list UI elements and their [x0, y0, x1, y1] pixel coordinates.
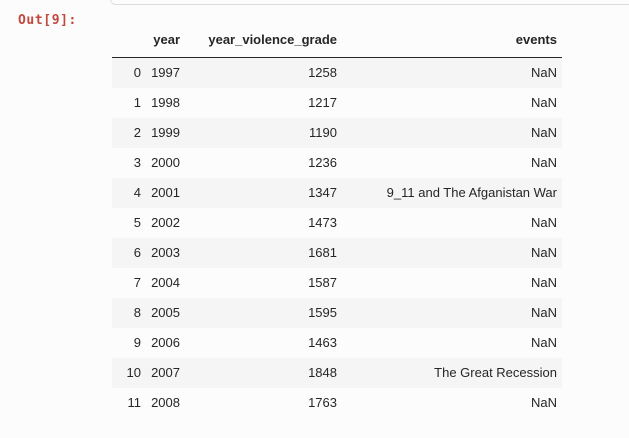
year-violence-grade-cell: 1236: [308, 155, 337, 170]
events-column-header: events: [337, 29, 562, 58]
events-cell: NaN: [530, 245, 557, 260]
year-cell: 2001: [151, 185, 180, 200]
table-row: 6 2003 1681 NaN: [112, 238, 562, 268]
row-index-cell: 11: [127, 395, 142, 410]
table-row: 5 2002 1473 NaN: [112, 208, 562, 238]
dataframe-table: year year_violence_grade events 0 1997 125…: [112, 29, 562, 418]
year-cell: 2003: [151, 245, 180, 260]
year-cell: 2008: [151, 395, 180, 410]
year-violence-grade-cell: 1347: [308, 185, 337, 200]
year-violence-grade-cell: 1258: [308, 65, 337, 80]
table-row: 7 2004 1587 NaN: [112, 268, 562, 298]
row-index-cell: 8: [133, 305, 141, 320]
events-cell: NaN: [530, 275, 557, 290]
year-cell: 1998: [151, 95, 180, 110]
input-cell-bottom-border: [110, 0, 629, 5]
year-cell: 2007: [151, 365, 180, 380]
year-column-header: year: [141, 29, 180, 58]
events-cell: NaN: [530, 65, 557, 80]
year-cell: 2000: [151, 155, 180, 170]
events-cell: NaN: [530, 155, 557, 170]
year-violence-grade-cell: 1763: [308, 395, 337, 410]
events-cell: NaN: [530, 125, 557, 140]
row-index-cell: 10: [126, 365, 141, 380]
year-violence-grade-cell: 1681: [308, 245, 337, 260]
year-violence-grade-cell: 1587: [308, 275, 337, 290]
table-row: 2 1999 1190 NaN: [112, 118, 562, 148]
year-cell: 2002: [151, 215, 180, 230]
table-row: 11 2008 1763 NaN: [112, 388, 562, 418]
events-cell: NaN: [530, 305, 557, 320]
header-row: year year_violence_grade events: [112, 29, 562, 58]
row-index-cell: 3: [133, 155, 141, 170]
table-body: 0 1997 1258 NaN 1 1998 1217 NaN 2 1999 1190 NaN 3 200…: [112, 57, 562, 419]
year-violence-grade-column-header: year_violence_grade: [180, 29, 337, 58]
table-row: 4 2001 1347 9_11 and The Afganistan War: [112, 178, 562, 208]
year-violence-grade-cell: 1190: [309, 125, 337, 140]
row-index-cell: 4: [133, 185, 141, 200]
row-index-cell: 5: [133, 215, 141, 230]
output-prompt: Out[9]:: [18, 13, 77, 28]
events-cell: The Great Recession: [434, 365, 557, 380]
row-index-cell: 7: [133, 275, 141, 290]
row-index-cell: 0: [133, 65, 141, 80]
table-row: 9 2006 1463 NaN: [112, 328, 562, 358]
year-violence-grade-cell: 1473: [308, 215, 337, 230]
year-violence-grade-cell: 1595: [308, 305, 337, 320]
year-violence-grade-cell: 1217: [308, 95, 337, 110]
events-cell: NaN: [530, 335, 557, 350]
table-row: 1 1998 1217 NaN: [112, 88, 562, 118]
events-cell: 9_11 and The Afganistan War: [386, 185, 557, 200]
table-row: 0 1997 1258 NaN: [112, 57, 562, 88]
year-cell: 2004: [151, 275, 180, 290]
row-index-cell: 2: [133, 125, 141, 140]
table-header: year year_violence_grade events: [112, 29, 562, 58]
events-cell: NaN: [530, 95, 557, 110]
table-row: 8 2005 1595 NaN: [112, 298, 562, 328]
row-index-cell: 6: [133, 245, 141, 260]
year-violence-grade-cell: 1463: [308, 335, 337, 350]
row-index-cell: 9: [133, 335, 141, 350]
index-column-header: [112, 29, 141, 58]
year-cell: 2006: [151, 335, 180, 350]
year-cell: 1999: [151, 125, 180, 140]
events-cell: NaN: [530, 215, 557, 230]
table-row: 3 2000 1236 NaN: [112, 148, 562, 178]
events-cell: NaN: [530, 395, 557, 410]
table-row: 10 2007 1848 The Great Recession: [112, 358, 562, 388]
year-violence-grade-cell: 1848: [308, 365, 337, 380]
year-cell: 1997: [151, 65, 180, 80]
row-index-cell: 1: [133, 95, 141, 110]
year-cell: 2005: [151, 305, 180, 320]
